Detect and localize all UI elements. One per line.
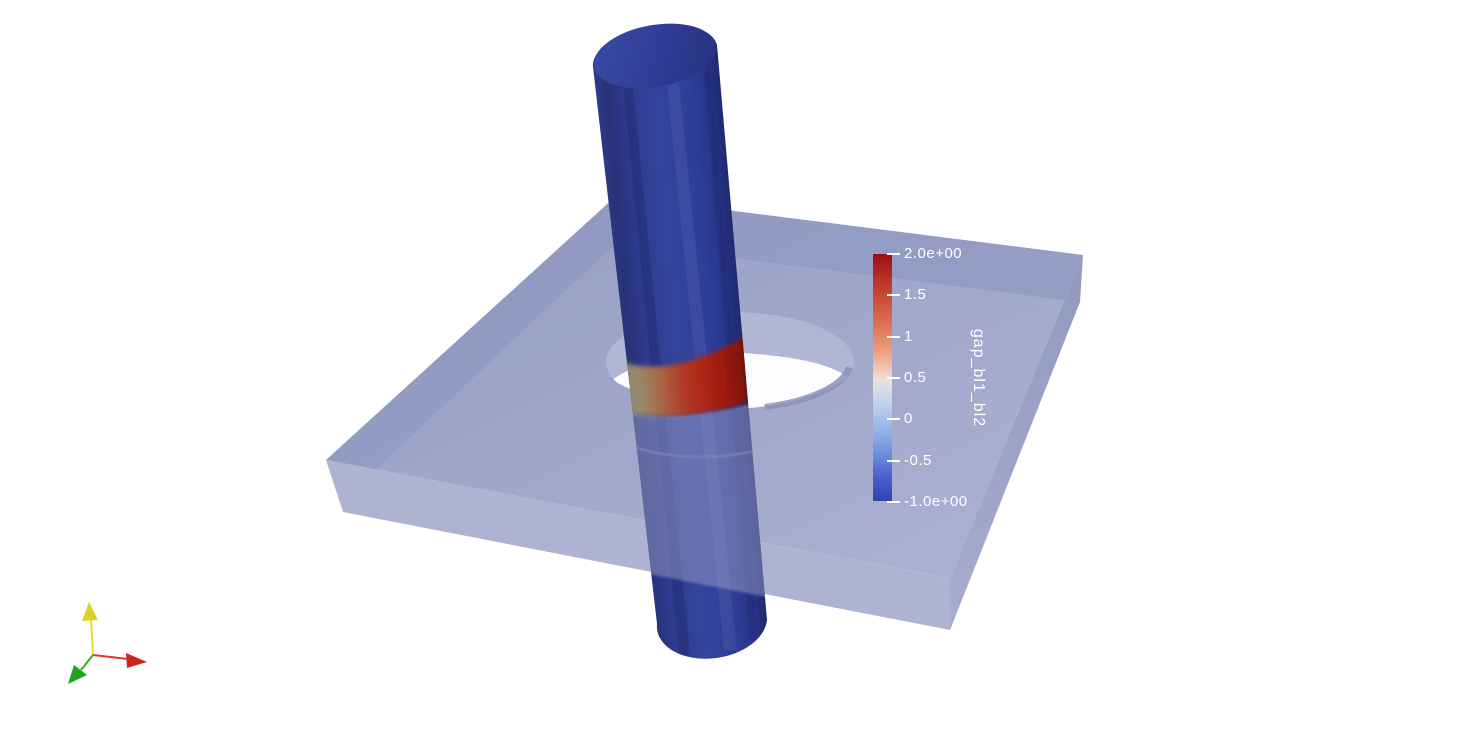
hole-inner-rim-shade xyxy=(764,366,854,412)
colorbar-tick xyxy=(887,335,900,338)
colorbar-ticks xyxy=(887,253,900,503)
colorbar-tick xyxy=(887,253,900,255)
x-axis-arrow xyxy=(92,653,147,668)
colorbar-title: gap_bl1_bl2 xyxy=(970,328,987,428)
colorbar-tick-label: 1 xyxy=(904,327,913,345)
cylinder-top-cap xyxy=(593,23,717,89)
colorbar-tick xyxy=(887,418,900,421)
colorbar-tick xyxy=(887,459,900,462)
colorbar-tick-label: 2.0e+00 xyxy=(904,245,963,262)
plate-front-left-face xyxy=(326,460,950,630)
colorbar-tick-label: -0.5 xyxy=(904,451,932,469)
hole-bottom-rim-through-plate xyxy=(635,436,767,459)
plate-front-right-face xyxy=(950,255,1083,630)
colorbar-tick xyxy=(887,500,900,503)
contact-band xyxy=(622,336,748,417)
colorbar-gradient[interactable] xyxy=(873,254,892,501)
colorbar-tick-label: 1.5 xyxy=(904,286,927,304)
colorbar-tick-label: -1.0e+00 xyxy=(904,492,968,510)
colorbar-tick-label: 0 xyxy=(904,410,913,428)
colorbar-tick xyxy=(887,376,900,379)
cylinder[interactable] xyxy=(588,15,796,659)
colorbar-tick xyxy=(887,294,900,297)
y-axis-arrow xyxy=(82,602,98,656)
contact-band-group xyxy=(622,336,748,417)
plate-back-thickness-shade xyxy=(326,196,1083,506)
colorbar[interactable]: 2.0e+00 1.5 1 0.5 0 -0.5 -1.0e+00 gap_bl… xyxy=(873,245,1073,514)
colorbar-tick-label: 0.5 xyxy=(904,368,927,386)
orientation-axes-widget xyxy=(68,602,147,684)
z-axis-arrow xyxy=(68,654,94,684)
colorbar-labels: 2.0e+00 1.5 1 0.5 0 -0.5 -1.0e+00 xyxy=(904,245,968,510)
